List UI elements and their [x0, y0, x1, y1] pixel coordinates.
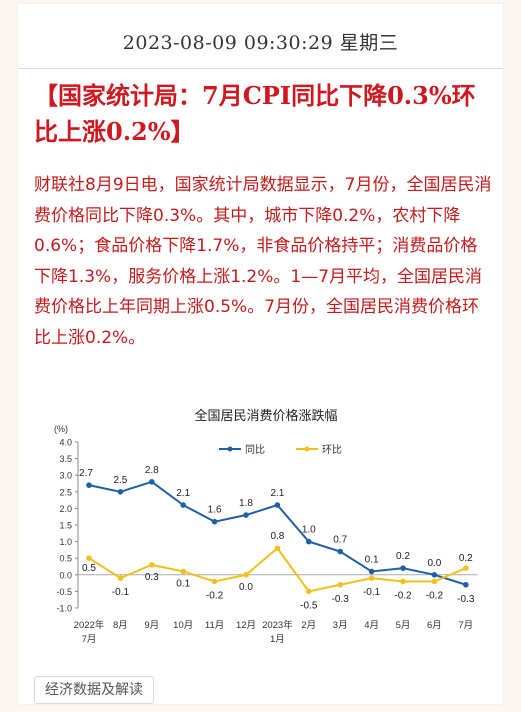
topic-tag[interactable]: 经济数据及解读	[34, 676, 154, 704]
x-tick-label: 1月	[270, 634, 285, 645]
series-1-point	[368, 575, 375, 581]
cpi-line-chart: 全国居民消费价格涨跌幅 (%) 4.0 3.5 3.0 2.5 2.0 1.5 1.0 0.5 0.…	[54, 408, 478, 645]
series-0-data-label: 0.2	[396, 551, 410, 562]
series-0-data-label: 0.0	[427, 558, 441, 569]
x-tick-label: 7月	[82, 634, 97, 645]
x-tick-label: 5月	[396, 620, 411, 631]
series-1-data-label: -0.5	[300, 600, 318, 611]
article-headline: 【国家统计局：7月CPI同比下降0.3%环比上涨0.2%】	[34, 81, 476, 146]
series-1-point	[274, 545, 281, 552]
series-1-data-label: 0.3	[145, 572, 159, 583]
series-1-data-label: 0.8	[270, 531, 284, 542]
y-tick-label: 1.5	[59, 521, 72, 531]
y-tick-label: 3.0	[59, 471, 72, 481]
y-tick-label: 4.0	[59, 438, 72, 448]
x-tick-label: 10月	[173, 620, 193, 631]
series-1-data-label: -0.2	[426, 590, 444, 601]
x-tick-label: 7月	[458, 620, 473, 631]
series-1-point	[463, 565, 469, 571]
chart-title: 全国居民消费价格涨跌幅	[194, 408, 337, 423]
x-tick-label: 12月	[236, 620, 256, 631]
series-1-point	[306, 588, 312, 595]
y-tick-label: 2.0	[59, 504, 72, 514]
series-1-data-label: 0.2	[459, 553, 473, 564]
series-1-point	[431, 578, 438, 585]
series-1-data-label: 0.5	[82, 563, 96, 574]
series-0-point	[180, 502, 186, 508]
series-1-point	[117, 575, 124, 581]
series-0-point	[211, 518, 218, 525]
series-1-data-label: -0.2	[394, 590, 412, 601]
series-0-point	[117, 489, 124, 495]
series-1-data-label: -0.1	[363, 587, 381, 598]
x-tick-label: 6月	[427, 620, 442, 631]
series-1-point	[400, 578, 406, 585]
x-tick-label: 4月	[364, 620, 379, 631]
series-0-data-label: -0.3	[457, 594, 475, 605]
article-body: 财联社8月9日电，国家统计局数据显示，7月份，全国居民消费价格同比下降0.3%。…	[34, 175, 492, 348]
y-tick-label: -0.5	[56, 587, 72, 597]
legend-label-0: 同比	[245, 444, 265, 456]
y-tick-label: -1.0	[56, 604, 72, 614]
series-0-data-label: 1.6	[208, 505, 222, 516]
series-1-point	[149, 562, 155, 568]
legend-marker-0	[227, 446, 233, 452]
series-1-point	[337, 581, 344, 588]
series-0-data-label: 2.1	[270, 488, 284, 499]
series-0-data-label: 2.7	[79, 468, 93, 479]
x-tick-label: 3月	[333, 620, 348, 631]
series-0-point	[400, 565, 406, 571]
series-1-point	[211, 578, 218, 585]
series-0-point	[243, 512, 249, 518]
x-tick-label: 8月	[113, 620, 128, 631]
y-tick-label: 1.0	[59, 537, 72, 547]
article-card: 2023-08-09 09:30:29 星期三 【国家统计局：7月CPI同比下降…	[18, 4, 503, 704]
series-0-point	[86, 482, 92, 488]
legend-marker-1	[304, 446, 310, 452]
series-1-point	[86, 555, 92, 561]
series-1-data-label: -0.1	[112, 587, 130, 598]
series-1-data-label: 0.0	[239, 582, 253, 593]
series-0-data-label: 1.8	[239, 498, 253, 509]
series-1-data-label: -0.3	[332, 594, 350, 605]
series-0-data-label: 1.0	[302, 525, 316, 536]
series-0-point	[368, 568, 375, 575]
series-0-point	[463, 581, 469, 588]
x-tick-label: 2022年	[74, 619, 105, 631]
series-0-point	[337, 548, 344, 555]
series-0-point	[149, 479, 155, 485]
chart-unit-label: (%)	[54, 424, 68, 434]
series-1-point	[243, 572, 249, 578]
y-tick-label: 2.5	[59, 487, 72, 497]
series-0-data-label: 0.7	[333, 535, 347, 546]
series-0-data-label: 0.1	[365, 554, 379, 565]
legend-label-1: 环比	[322, 444, 342, 456]
divider	[18, 68, 503, 69]
x-tick-label: 11月	[205, 620, 224, 631]
series-1-data-label: 0.1	[176, 578, 190, 589]
publish-timestamp: 2023-08-09 09:30:29 星期三	[122, 32, 399, 54]
y-tick-label: 3.5	[59, 454, 72, 464]
series-0-data-label: 2.5	[113, 475, 127, 486]
x-tick-label: 9月	[144, 620, 159, 631]
y-tick-label: 0.5	[59, 554, 72, 564]
series-0-point	[431, 572, 438, 578]
x-tick-label: 2023年	[262, 619, 293, 631]
series-0-point	[306, 538, 312, 545]
x-tick-label: 2月	[301, 620, 316, 631]
series-0-data-label: 2.8	[145, 465, 159, 476]
series-0-data-label: 2.1	[176, 488, 190, 499]
series-1-point	[180, 568, 186, 575]
y-tick-label: 0.0	[59, 570, 72, 580]
series-0-point	[274, 502, 281, 508]
series-1-data-label: -0.2	[206, 590, 224, 601]
